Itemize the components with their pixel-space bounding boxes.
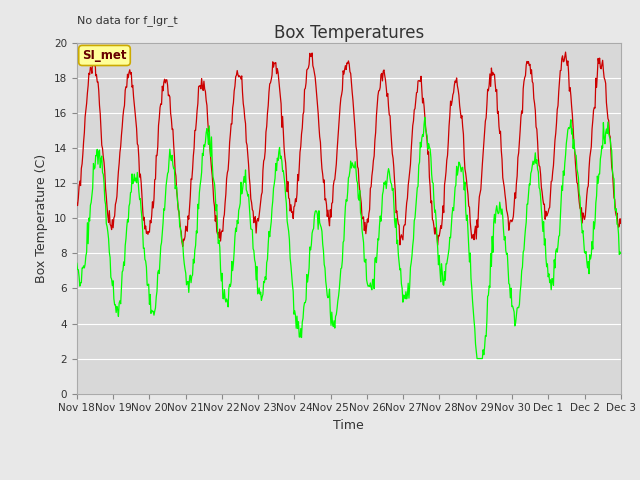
Text: No data for f_lgr_t: No data for f_lgr_t — [77, 15, 177, 26]
Title: Box Temperatures: Box Temperatures — [274, 24, 424, 42]
Text: SI_met: SI_met — [82, 49, 127, 62]
Legend: CR1000 Panel T, Tower Air T: CR1000 Panel T, Tower Air T — [215, 477, 483, 480]
X-axis label: Time: Time — [333, 419, 364, 432]
Y-axis label: Box Temperature (C): Box Temperature (C) — [35, 154, 48, 283]
